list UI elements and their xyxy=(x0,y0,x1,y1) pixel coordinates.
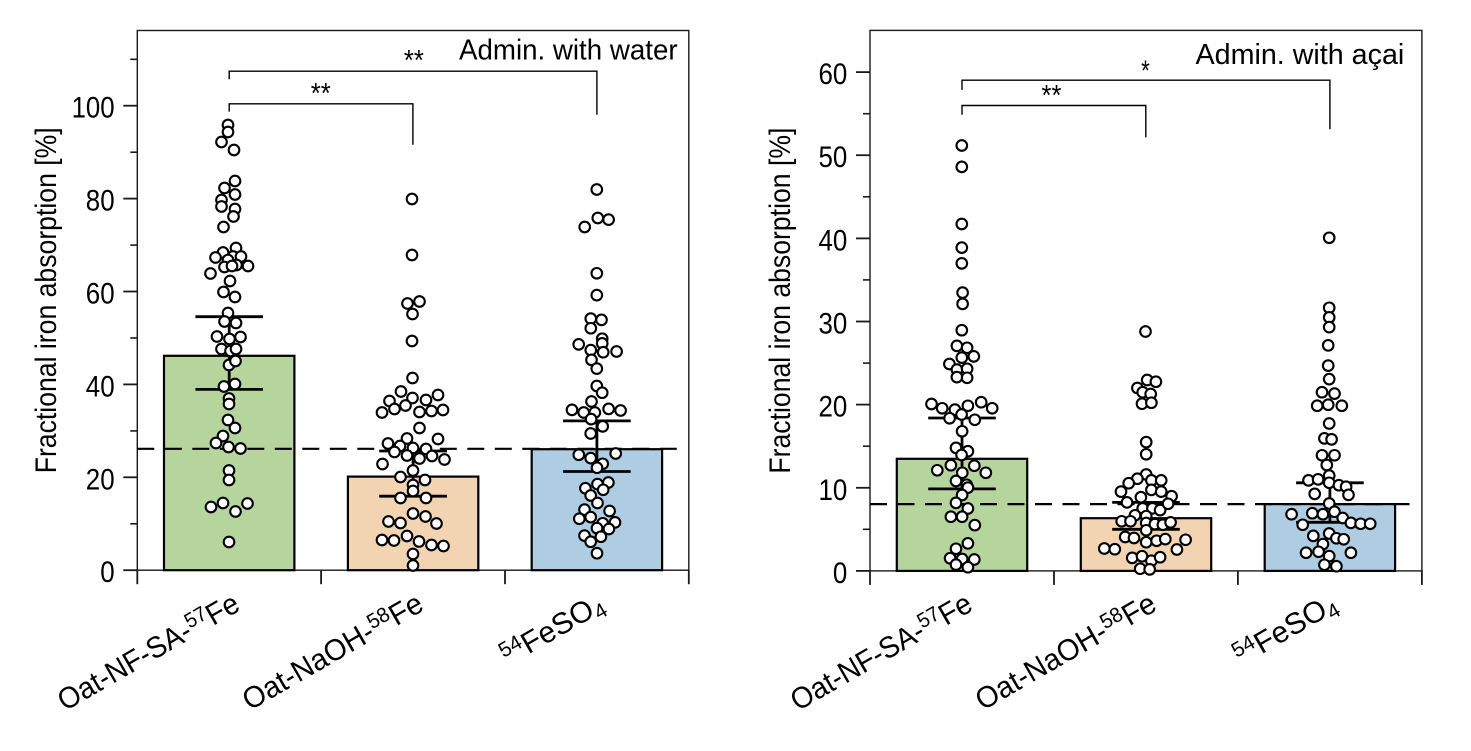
svg-text:30: 30 xyxy=(819,308,848,341)
svg-text:Admin. with water: Admin. with water xyxy=(459,35,678,67)
svg-text:Fractional iron absorption [%]: Fractional iron absorption [%] xyxy=(30,127,63,473)
svg-text:20: 20 xyxy=(819,391,848,424)
svg-text:100: 100 xyxy=(72,92,115,125)
svg-text:0: 0 xyxy=(833,557,847,590)
svg-text:*: * xyxy=(1141,55,1150,87)
svg-text:40: 40 xyxy=(819,224,848,257)
svg-text:10: 10 xyxy=(819,474,848,507)
svg-text:**: ** xyxy=(311,78,331,110)
svg-text:**: ** xyxy=(404,45,424,77)
svg-text:**: ** xyxy=(1042,80,1062,112)
svg-text:0: 0 xyxy=(100,556,114,589)
svg-text:40: 40 xyxy=(86,370,115,403)
svg-text:60: 60 xyxy=(86,278,115,311)
svg-text:Fractional iron absorption [%]: Fractional iron absorption [%] xyxy=(764,128,797,474)
svg-text:80: 80 xyxy=(86,185,115,218)
svg-text:Admin. with açai: Admin. with açai xyxy=(1196,39,1405,71)
svg-text:20: 20 xyxy=(86,463,115,496)
svg-text:60: 60 xyxy=(819,58,848,91)
svg-text:50: 50 xyxy=(819,141,848,174)
